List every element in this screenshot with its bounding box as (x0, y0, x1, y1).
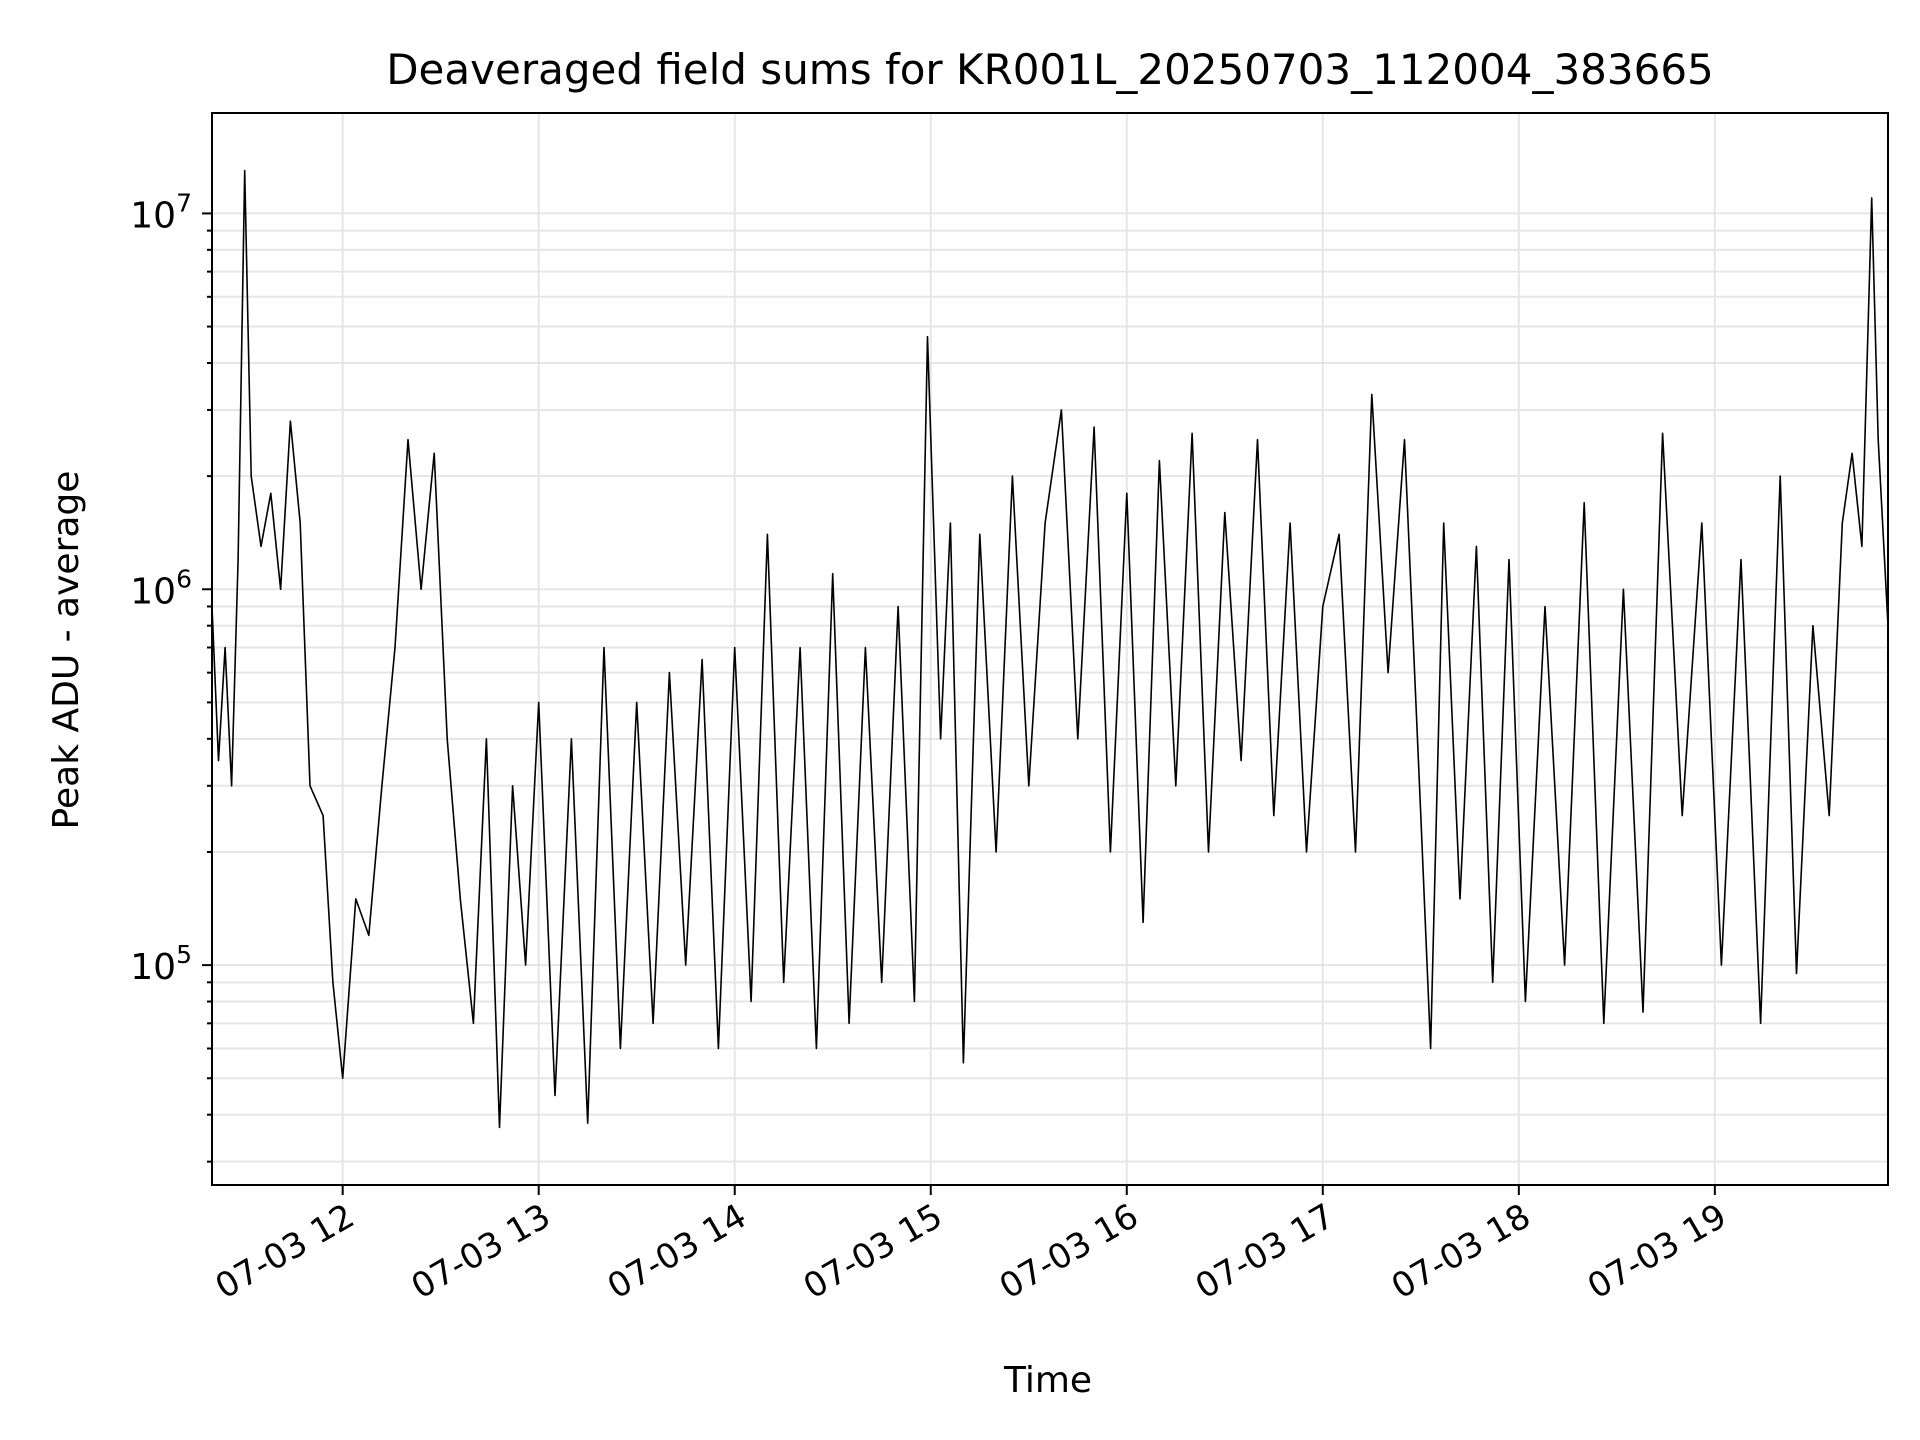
grid (212, 113, 1888, 1185)
y-tick-exponent: 6 (176, 564, 192, 593)
y-tick-label: 107 (130, 188, 192, 236)
plot-frame (211, 112, 1889, 1186)
y-axis-label: Peak ADU - average (46, 471, 87, 830)
x-axis-label: Time (1003, 1360, 1092, 1401)
y-tick-exponent: 5 (176, 940, 192, 969)
chart-title: Deaveraged field sums for KR001L_2025070… (386, 45, 1714, 94)
y-tick-label: 105 (130, 940, 192, 988)
y-tick-base: 10 (130, 571, 176, 612)
y-tick-base: 10 (130, 947, 176, 988)
series-line (211, 169, 1889, 1129)
y-tick-exponent: 7 (176, 188, 192, 217)
y-tick-label: 106 (130, 564, 192, 612)
series-group (211, 169, 1889, 1129)
y-tick-base: 10 (130, 195, 176, 236)
